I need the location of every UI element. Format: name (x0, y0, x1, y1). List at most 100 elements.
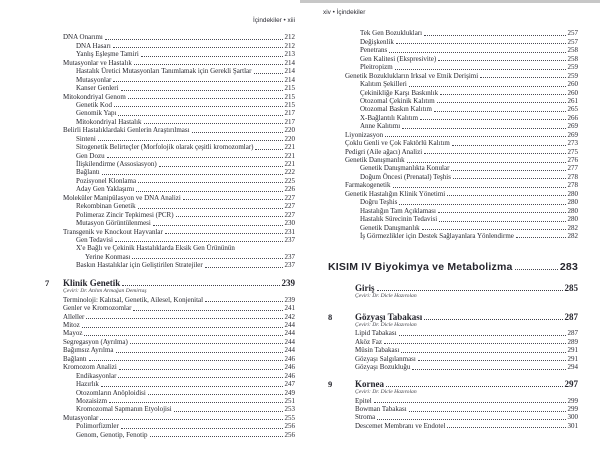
toc-entry-label: Alleller (63, 312, 85, 321)
dotted-leader (88, 360, 283, 362)
toc-entry-row: Genom, Genotip, Fenotip 256 (45, 430, 295, 439)
page-number: 265 (567, 105, 579, 114)
dotted-leader (205, 301, 283, 303)
toc-entry-label: Mitoz (63, 321, 80, 329)
toc-entry-label: Doğru Teşhis (360, 198, 398, 207)
toc-entry-row: Genetik Kod 215 (45, 101, 295, 109)
dotted-leader (440, 94, 566, 95)
toc-entry-row: Pozisyonel Klonlama 225 (45, 176, 295, 185)
toc-entry-row: Genetik Bozuklukların Irksal ve Etnik De… (328, 71, 578, 80)
dotted-leader (384, 343, 566, 345)
toc-entry-label: KISIM IV Biyokimya ve Metabolizma (328, 260, 513, 273)
toc-entry-row: Mutasyonlar ve Hastalık 214 (45, 58, 295, 67)
toc-entry-label: Çoklu Genli ve Çok Faktörlü Kalıtım (345, 139, 450, 148)
page-number: 285 (564, 282, 579, 293)
dotted-leader (406, 161, 566, 163)
toc-entry-row: Rekombinan Genetik 227 (45, 202, 295, 210)
dotted-leader (122, 285, 280, 287)
toc-entry-label: Rekombinan Genetik (76, 202, 136, 211)
page-number: 221 (284, 160, 296, 168)
page-number: 299 (567, 396, 579, 405)
page-number: 300 (567, 413, 579, 422)
toc-gap (328, 240, 578, 260)
page-number: 249 (284, 388, 296, 397)
toc-entry-label: Moleküler Manipülasyon ve DNA Analizi (63, 193, 181, 202)
page-number: 213 (284, 50, 296, 59)
toc-entry-label: Sinteni (76, 134, 96, 143)
toc-entry-label: Mitokondriyal Hastalık (76, 117, 142, 126)
toc-entry-label: Yerine Konması (85, 252, 131, 261)
page-number: 251 (284, 396, 296, 405)
page-number: 260 (567, 88, 579, 97)
page-header-left: İçindekiler • xiii (252, 17, 295, 24)
dotted-leader (447, 195, 566, 197)
toc-entry-label: Polimeraz Zincir Tepkimesi (PCR) (76, 210, 174, 219)
toc-entry-label: Çekinikliğe Karşı Baskınlık (360, 88, 439, 97)
dotted-leader (394, 68, 566, 70)
toc-gap (328, 273, 578, 282)
page-number: 237 (284, 252, 296, 261)
dotted-leader (149, 436, 283, 438)
toc-entry-label: Otozomal Çekinik Kalıtım (360, 96, 435, 105)
dotted-leader (424, 153, 566, 155)
toc-chapter-row: 7 Klinik Genetik 239 (45, 277, 295, 288)
page-number: 278 (567, 172, 579, 181)
dotted-leader (143, 123, 283, 125)
toc-entry-label: Hazırlık (76, 380, 99, 389)
toc-entry-row: X'e Bağlı ve Çekinik Hastalıklarda Eksik… (45, 244, 295, 252)
toc-entry-label: Genetik Hastalığın Klinik Yönetimi (345, 189, 446, 198)
page-number: 291 (567, 346, 579, 355)
toc-entry-row: Gen Kalitesi (Ekspresivite) 258 (328, 54, 578, 63)
toc-entry-label: Hastalık Üretici Mutasyonları Tanımlamak… (76, 67, 252, 76)
dotted-leader (133, 309, 283, 311)
page-number: 242 (284, 312, 296, 321)
toc-entry-label: Mutasyonlar (76, 75, 112, 84)
toc-entry-row: Genetik Danışmanlık 282 (328, 223, 578, 232)
toc-entry-row: DNA Onarımı 212 (45, 33, 295, 41)
page-number: 246 (284, 363, 296, 372)
toc-entry-label: Genetik Bozuklukların Irksal ve Etnik De… (345, 71, 479, 80)
toc-entry-row: Genomik Yapı 217 (45, 109, 295, 117)
toc-entry-row: Aköz Faz 289 (328, 337, 578, 346)
dotted-leader (120, 89, 283, 91)
toc-entry-row: Alleller 242 (45, 312, 296, 321)
toc-entry-row: Pleitropizm 259 (328, 63, 578, 71)
toc-entry-label: Genetik Danışmanlıkta Konular (360, 164, 450, 173)
toc-entry-row: Baskın Hastalıklar için Geliştirilen Str… (45, 261, 295, 269)
page-number: 244 (284, 346, 296, 355)
page-number: 291 (567, 354, 579, 363)
toc-entry-label: Genetik Danışmanlık (345, 156, 405, 164)
dotted-leader (81, 326, 283, 328)
dotted-leader (433, 110, 566, 112)
toc-entry-label: Penetrans (360, 46, 388, 55)
toc-entry-row: Moleküler Manipülasyon ve DNA Analizi 227 (45, 193, 295, 202)
toc-entry-label: Doğum Öncesi (Prenatal) Teşhis (360, 172, 451, 181)
page-number: 220 (284, 134, 296, 143)
toc-entry-row: Farmakogenetik 278 (328, 181, 578, 189)
page-number: 220 (284, 126, 296, 135)
page-number: 256 (284, 422, 296, 431)
toc-entry-label: Transgenik ve Knockout Hayvanlar (63, 227, 163, 236)
toc-entry-row: Mitokondriyal Hastalık 217 (45, 117, 295, 126)
chapter-number: 9 (328, 379, 333, 390)
toc-entry-row: Genetik Hastalığın Klinik Yönetimi 280 (328, 189, 579, 198)
toc-entry-label: Tek Gen Bozuklukları (360, 29, 423, 38)
dotted-leader (452, 178, 566, 180)
dotted-leader (376, 289, 563, 291)
dotted-leader (402, 127, 566, 129)
dotted-leader (480, 77, 566, 79)
dotted-leader (438, 60, 566, 62)
toc-entry-row: Transgenik ve Knockout Hayvanlar 231 (45, 227, 295, 236)
page-number: 280 (567, 189, 579, 198)
chapter-number: 8 (328, 311, 333, 322)
page-number: 214 (284, 67, 296, 76)
dotted-leader (401, 351, 566, 353)
toc-entry-row: Hazırlık 247 (45, 380, 295, 388)
toc-list-right: Tek Gen Bozuklukları 257 Değişkenlik 257 Pen… (328, 29, 579, 429)
toc-entry-row: Bağımsız Ayrılma 244 (45, 346, 295, 354)
dotted-leader (447, 427, 566, 429)
dotted-leader (84, 334, 283, 336)
dotted-leader (133, 64, 283, 66)
dotted-leader (377, 418, 566, 420)
toc-entry-row: Gen Dozu 221 (45, 151, 295, 160)
